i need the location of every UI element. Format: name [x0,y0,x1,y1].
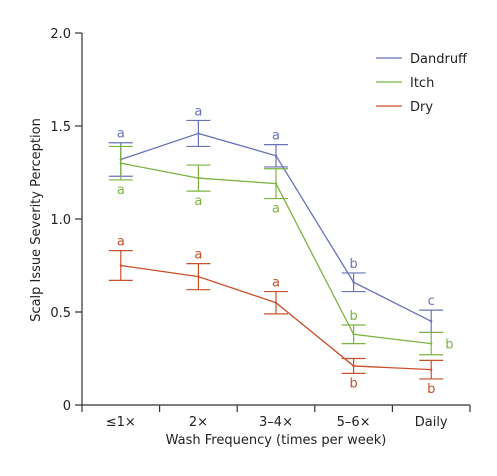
series-itch: a a a b b [108,145,453,356]
significance-letter-dandruff-3: b [349,257,357,272]
x-tick-label-1: 2× [189,415,208,430]
y-axis-label: Scalp Issue Severity Perception [29,118,44,322]
legend-label-dry: Dry [410,100,433,115]
x-axis-label: Wash Frequency (times per week) [166,433,387,448]
significance-letter-itch-2: a [272,202,280,217]
x-tick-label-4: Daily [415,415,448,430]
data-point-itch-1 [197,176,200,180]
data-point-dry-2 [274,301,278,304]
significance-letter-dry-4: b [427,382,435,397]
legend: Dandruff Itch Dry [376,52,468,115]
axes: 0 0.5 1.0 1.5 2.0 ≤1× 2× 3–4× 5–6× Daily [50,27,471,430]
data-point-itch-0 [119,162,123,165]
series-dandruff: a a a b c [108,104,444,334]
y-tick-label-1: 0.5 [50,306,71,321]
series-dry: a a a b b [108,235,444,397]
significance-letter-itch-0: a [117,183,125,198]
legend-label-itch: Itch [410,76,434,91]
legend-item-dandruff: Dandruff [376,52,468,67]
series-group: a a a b c a a a b b a a a b b [108,104,453,397]
data-point-dandruff-3 [352,281,355,284]
data-point-itch-2 [274,182,278,185]
y-tick-label-2: 1.0 [50,213,71,228]
significance-letter-itch-1: a [194,194,202,209]
data-point-dry-0 [119,264,123,267]
x-tick-label-2: 3–4× [259,415,293,430]
y-tick-label-0: 0 [63,399,71,414]
legend-item-dry: Dry [376,100,433,115]
significance-letter-dry-0: a [117,235,125,250]
significance-letter-dandruff-0: a [117,127,125,142]
data-point-dry-4 [430,368,433,371]
significance-letter-itch-4: b [445,338,453,353]
significance-letter-dry-2: a [272,276,280,291]
data-point-itch-3 [352,333,355,336]
legend-item-itch: Itch [376,76,434,91]
y-tick-label-4: 2.0 [50,27,71,42]
significance-letter-dry-1: a [194,248,202,263]
data-point-dandruff-1 [197,132,200,135]
legend-label-dandruff: Dandruff [410,52,468,67]
significance-letter-dry-3: b [349,376,357,391]
significance-letter-dandruff-1: a [194,104,202,119]
significance-letter-dandruff-4: c [428,294,435,309]
significance-letter-dandruff-2: a [272,129,280,144]
data-point-dandruff-2 [274,154,278,157]
x-tick-label-0: ≤1× [106,415,136,430]
data-point-dry-3 [352,364,355,368]
data-point-itch-4 [430,342,433,345]
x-tick-label-3: 5–6× [337,415,371,430]
data-point-dry-1 [197,275,200,278]
y-tick-label-3: 1.5 [50,120,71,135]
data-point-dandruff-4 [430,320,433,323]
significance-letter-itch-3: b [349,309,357,324]
